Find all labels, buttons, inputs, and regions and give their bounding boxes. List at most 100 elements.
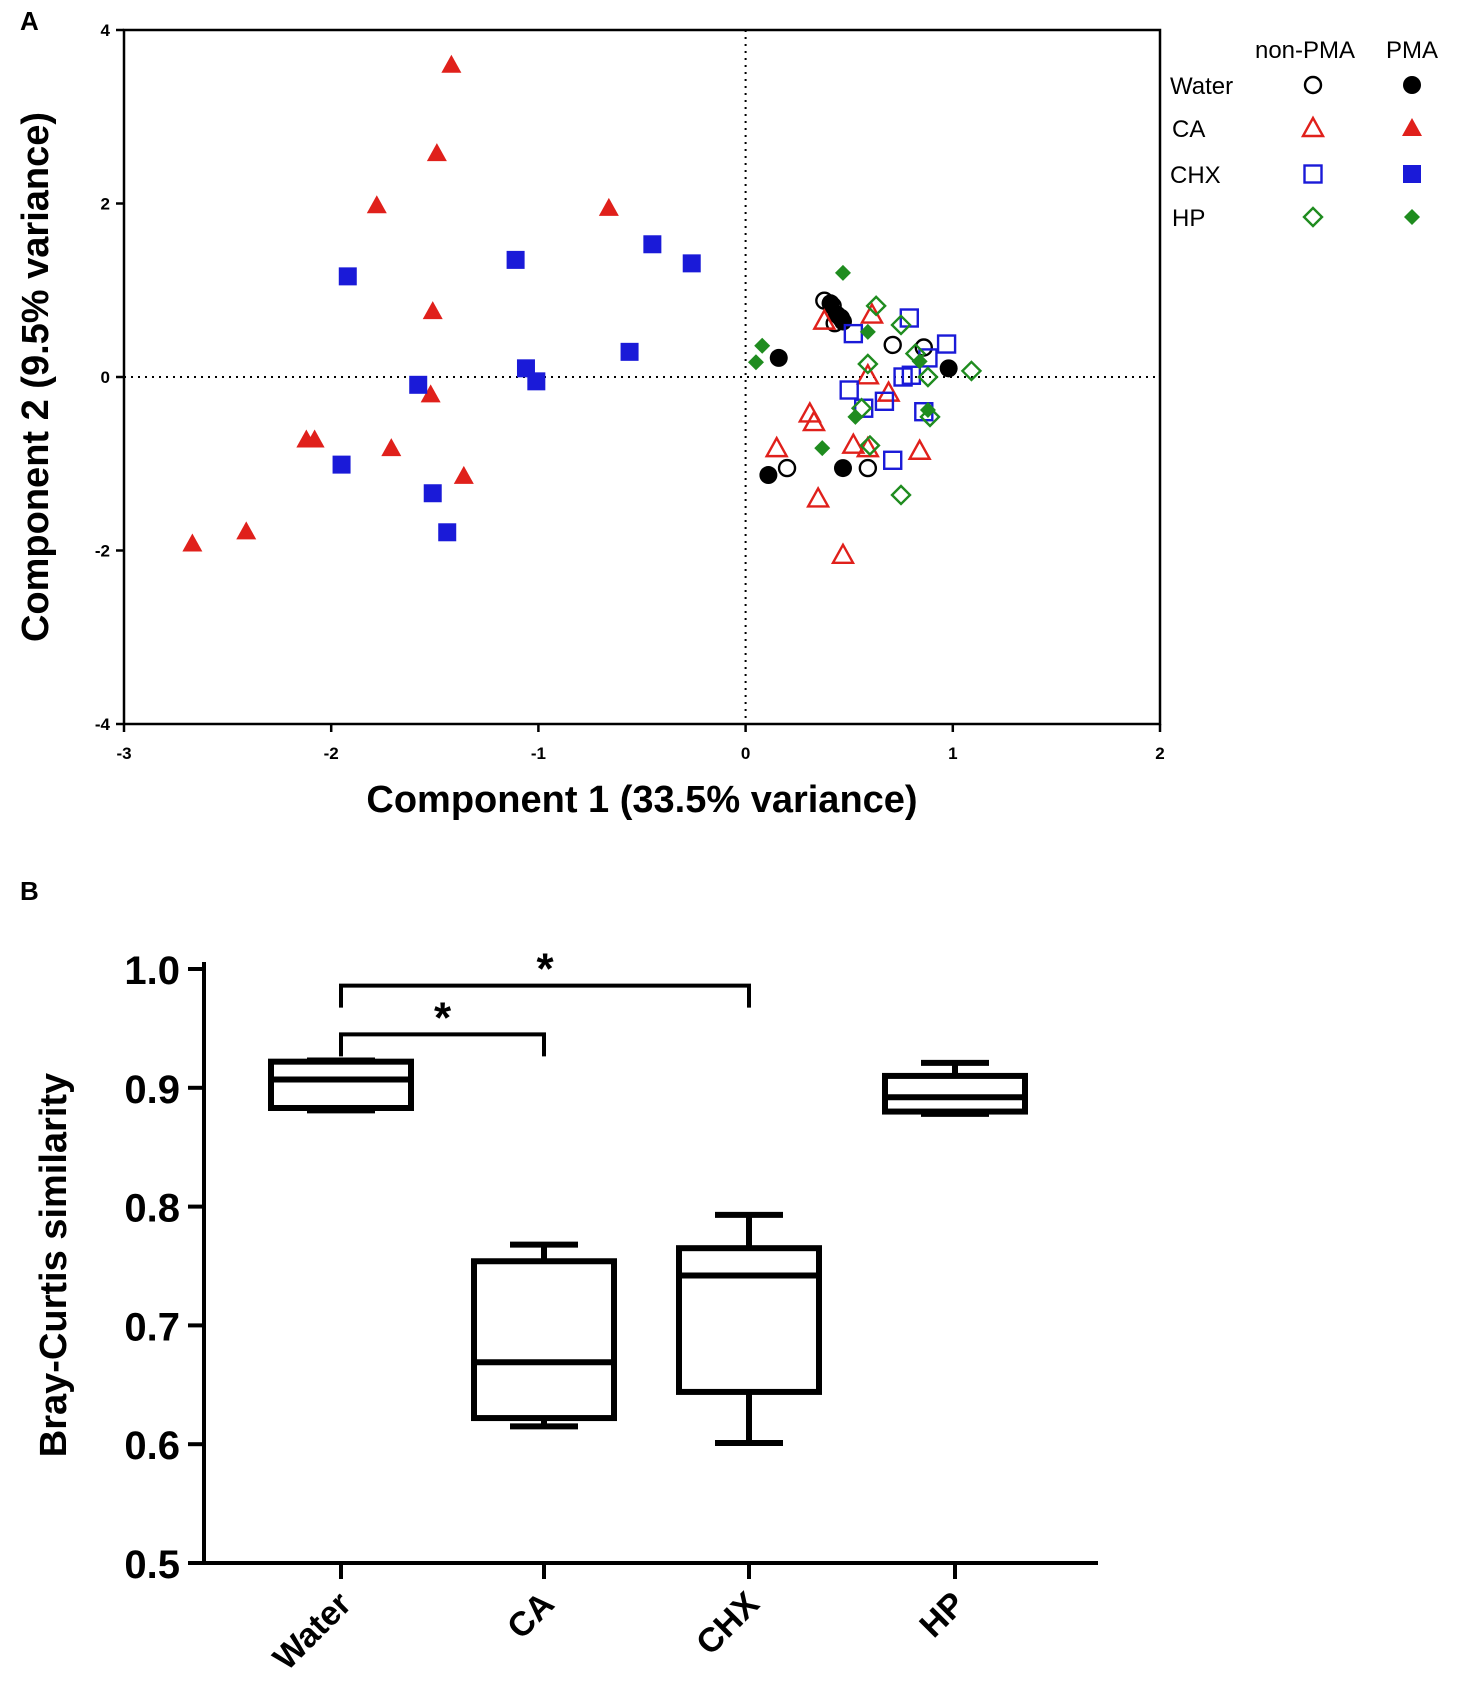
point-chx-pma <box>682 254 701 273</box>
legend-label-water: Water <box>1170 73 1233 100</box>
point-chx-pma <box>409 375 428 394</box>
y-tick-label: 2 <box>101 195 110 214</box>
box-iqr <box>882 1072 1028 1115</box>
x-tick-label-b-chx: CHX <box>689 1585 767 1663</box>
point-chx-pma <box>423 484 442 503</box>
point-ca-non-pma <box>841 432 866 454</box>
panel-label-b: B <box>20 876 39 906</box>
point-hp-pma <box>754 337 771 354</box>
point-ca-pma <box>422 301 443 320</box>
legend-marker-ca-pma <box>1402 118 1422 136</box>
point-ca-pma <box>236 521 257 540</box>
point-chx-non-pma <box>839 380 859 400</box>
point-water-pma <box>759 466 778 485</box>
point-water-pma <box>769 348 788 367</box>
legend-marker-chx-pma <box>1403 165 1421 183</box>
x-tick-label: 2 <box>1155 744 1164 763</box>
significance-star: * <box>434 993 452 1042</box>
box-iqr <box>676 1245 822 1395</box>
point-ca-pma <box>441 54 462 73</box>
point-water-non-pma <box>777 458 797 478</box>
point-hp-non-pma <box>865 295 887 317</box>
y-tick-label: -4 <box>95 715 111 734</box>
point-chx-non-pma <box>936 334 957 354</box>
legend-label-chx: CHX <box>1170 162 1221 189</box>
x-tick-label-b-hp: HP <box>912 1585 972 1645</box>
point-hp-pma <box>919 401 936 418</box>
point-hp-pma <box>814 440 831 457</box>
legend-label-hp: HP <box>1172 205 1205 232</box>
legend-header-pma: PMA <box>1386 37 1438 64</box>
point-water-pma <box>939 359 958 378</box>
x-tick-label: -3 <box>116 744 131 763</box>
x-tick-label: 1 <box>948 744 957 763</box>
y-tick-label-b: 1.0 <box>124 949 180 993</box>
y-axis-ticks-b: 1.0 0.9 0.8 0.7 0.6 0.5 <box>124 949 204 1587</box>
point-hp-non-pma <box>890 314 912 336</box>
legend-header-non-pma: non-PMA <box>1255 37 1355 64</box>
legend: non-PMA PMA Water CA CHX HP <box>1170 37 1438 232</box>
legend-marker-water-pma <box>1403 76 1421 94</box>
point-hp-non-pma <box>890 484 912 506</box>
point-chx-pma <box>527 372 546 391</box>
bracket-line <box>339 1032 546 1057</box>
point-water-non-pma <box>858 458 878 478</box>
point-water-pma <box>833 312 852 331</box>
y-tick-label: -2 <box>95 542 110 561</box>
y-tick-label-b: 0.7 <box>124 1305 180 1349</box>
point-hp-non-pma <box>960 360 983 382</box>
y-tick-label: 0 <box>101 368 110 387</box>
point-ca-pma <box>453 465 474 484</box>
x-axis-ticks: -3 -2 -1 0 1 2 <box>116 724 1165 763</box>
scatter-points <box>182 54 983 565</box>
point-water-non-pma <box>883 335 902 355</box>
point-ca-non-pma <box>855 362 880 385</box>
y-axis-title-b: Bray-Curtis similarity <box>33 1073 75 1457</box>
point-chx-non-pma <box>874 391 895 411</box>
point-hp-pma <box>847 408 864 425</box>
box-water <box>268 1057 414 1114</box>
x-tick-label-b-water: Water <box>266 1585 359 1678</box>
point-ca-non-pma <box>764 435 789 458</box>
point-hp-pma <box>747 354 764 371</box>
x-axis-ticks-b: Water CA CHX HP <box>266 1563 973 1678</box>
point-chx-pma <box>620 342 639 361</box>
significance-bracket-water-chx: * <box>339 945 751 1008</box>
point-hp-non-pma <box>859 434 881 457</box>
y-tick-label-b: 0.9 <box>124 1068 180 1112</box>
point-ca-pma <box>366 195 387 214</box>
y-axis-ticks: 4 2 0 -2 -4 <box>95 21 124 734</box>
box-iqr <box>268 1058 414 1111</box>
y-tick-label: 4 <box>101 21 111 40</box>
point-chx-pma <box>643 235 662 254</box>
box-chx <box>676 1211 822 1447</box>
point-chx-pma <box>338 267 357 286</box>
point-ca-non-pma <box>830 542 856 565</box>
y-axis-title-a: Component 2 (9.5% variance) <box>15 112 57 642</box>
legend-marker-chx-non-pma <box>1303 164 1323 184</box>
y-tick-label-b: 0.6 <box>124 1424 180 1468</box>
point-ca-non-pma <box>806 485 831 508</box>
box-plots <box>268 1057 1028 1447</box>
legend-marker-ca-non-pma <box>1300 115 1326 138</box>
legend-marker-hp-pma <box>1404 209 1420 225</box>
x-tick-label-b-ca: CA <box>500 1585 562 1647</box>
point-ca-pma <box>426 143 447 162</box>
point-ca-pma <box>420 384 441 403</box>
point-ca-pma <box>381 438 402 457</box>
y-tick-label-b: 0.5 <box>124 1543 180 1587</box>
point-hp-non-pma <box>917 366 939 388</box>
legend-label-ca: CA <box>1172 116 1205 143</box>
point-chx-pma <box>332 455 351 474</box>
x-tick-label: -2 <box>324 744 339 763</box>
point-hp-pma <box>911 353 928 370</box>
panel-b-boxplot: B 1.00.90.80.70.60.5 Water CA CHX HP ** Bra… <box>20 876 1098 1678</box>
panel-label-a: A <box>20 6 39 36</box>
x-axis-title-a: Component 1 (33.5% variance) <box>366 779 917 821</box>
point-ca-non-pma <box>812 308 837 330</box>
x-tick-label: -1 <box>531 744 546 763</box>
significance-bracket-water-ca: * <box>339 993 546 1057</box>
point-chx-non-pma <box>883 450 903 470</box>
point-hp-non-pma <box>857 353 879 375</box>
legend-marker-hp-non-pma <box>1302 206 1324 228</box>
